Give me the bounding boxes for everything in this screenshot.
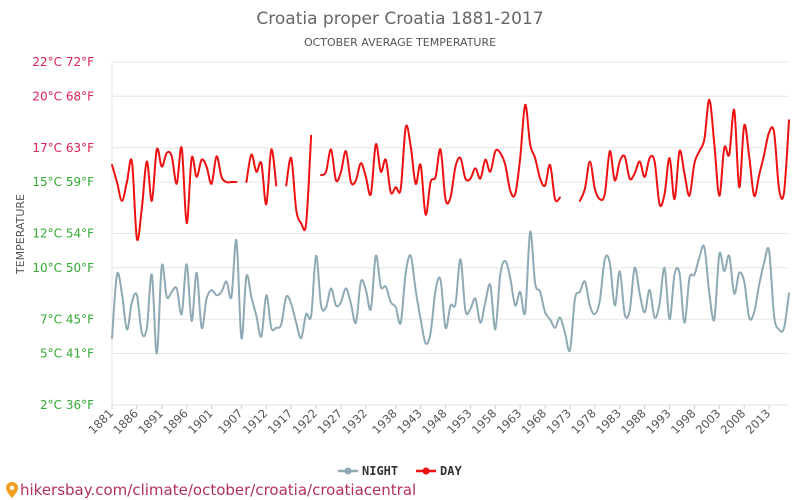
x-tick-label: 1998	[668, 406, 699, 437]
footer-link[interactable]: hikersbay.com/climate/october/croatia/cr…	[20, 481, 416, 499]
grid-lines	[111, 61, 789, 406]
x-tick-label: 1927	[315, 406, 346, 437]
y-tick-labels: 2°C 36°F 5°C 41°F 7°C 45°F 10°C 50°F 12°C 54…	[32, 55, 94, 412]
chart-title: Croatia proper Croatia 1881-2017	[256, 9, 543, 29]
x-tick-label: 1886	[110, 406, 141, 437]
legend-item-night[interactable]: NIGHT	[338, 464, 398, 478]
x-tick-label: 2008	[718, 406, 749, 437]
day-series-line-segment-5	[578, 98, 790, 208]
legend-night-marker	[344, 467, 352, 475]
y-tick-label: 7°C 45°F	[40, 312, 94, 326]
map-pin-icon	[6, 482, 18, 498]
x-tick-label: 1896	[160, 406, 191, 437]
x-tick-label: 1973	[543, 406, 574, 437]
y-axis-label: TEMPERATURE	[14, 194, 27, 275]
x-tick-label: 2003	[693, 406, 724, 437]
night-series-line-segment-1	[111, 230, 790, 355]
day-series-line-segment-4	[320, 103, 562, 216]
y-tick-label: 17°C 63°F	[32, 141, 94, 155]
x-tick-label: 1978	[568, 406, 599, 437]
chart-subtitle: OCTOBER AVERAGE TEMPERATURE	[304, 36, 496, 49]
y-tick-label: 15°C 59°F	[32, 175, 94, 189]
y-tick-label: 5°C 41°F	[40, 347, 94, 361]
x-tick-label: 1912	[240, 406, 271, 437]
x-tick-label: 1938	[369, 406, 400, 437]
x-tick-label: 2013	[743, 406, 774, 437]
x-tick-label: 1958	[469, 406, 500, 437]
x-tick-label: 1943	[394, 406, 425, 437]
x-tick-label: 1948	[419, 406, 450, 437]
y-tick-label: 2°C 36°F	[40, 398, 94, 412]
x-tick-label: 1988	[618, 406, 649, 437]
legend: NIGHT DAY	[338, 464, 462, 478]
footer[interactable]: hikersbay.com/climate/october/croatia/cr…	[6, 481, 416, 499]
legend-item-day[interactable]: DAY	[416, 464, 462, 478]
y-tick-label: 20°C 68°F	[32, 89, 94, 103]
x-tick-label: 1953	[444, 406, 475, 437]
day-series-line-segment-1	[111, 146, 238, 242]
day-series-line-segment-2	[245, 148, 278, 206]
map-pin-dot	[9, 485, 15, 490]
x-tick-label: 1917	[265, 406, 296, 437]
legend-day-label: DAY	[440, 464, 462, 478]
legend-day-marker	[422, 467, 430, 475]
x-tick-label: 1968	[519, 406, 550, 437]
day-series-line-segment-3	[285, 134, 313, 232]
x-tick-label: 1993	[643, 406, 674, 437]
x-tick-label: 1922	[290, 406, 321, 437]
x-tick-label: 1963	[494, 406, 525, 437]
x-tick-label: 1932	[339, 406, 370, 437]
x-tick-label: 1901	[185, 406, 216, 437]
legend-night-label: NIGHT	[362, 464, 398, 478]
x-tick-label: 1907	[215, 406, 246, 437]
series-lines	[111, 98, 790, 355]
y-tick-label: 10°C 50°F	[32, 261, 94, 275]
x-tick-label: 1983	[593, 406, 624, 437]
y-tick-label: 22°C 72°F	[32, 55, 94, 69]
x-tick-label: 1891	[135, 406, 166, 437]
y-tick-label: 12°C 54°F	[32, 227, 94, 241]
